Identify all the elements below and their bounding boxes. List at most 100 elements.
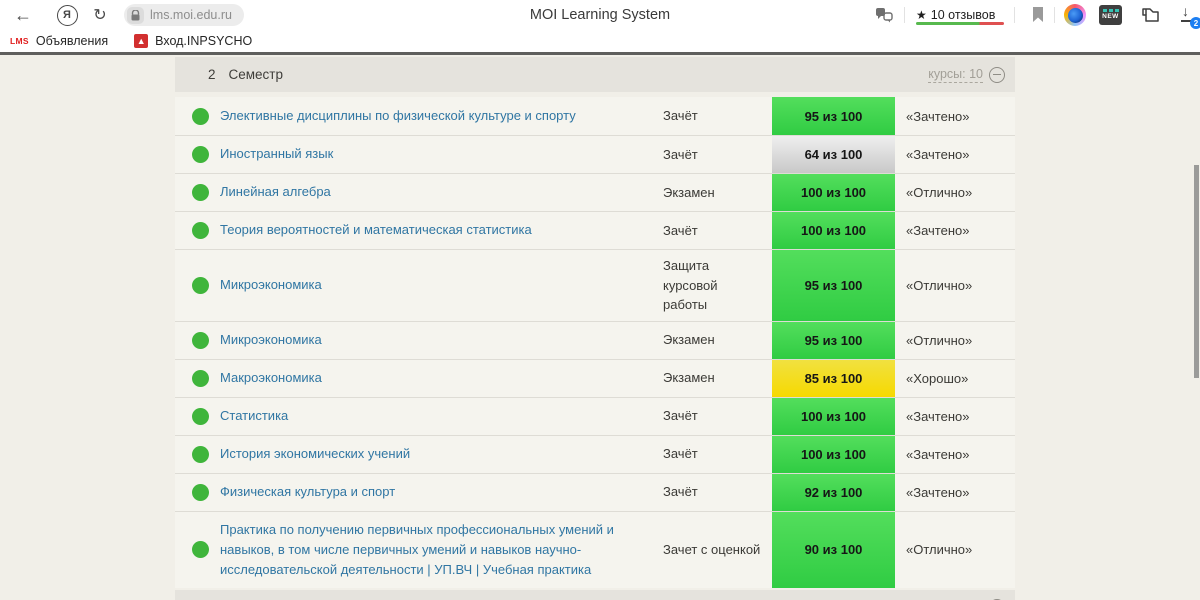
assessment-type: Экзамен bbox=[663, 184, 715, 200]
status-dot bbox=[192, 184, 209, 201]
course-row: Теория вероятностей и математическая ста… bbox=[175, 211, 1015, 249]
grade-text: «Зачтено» bbox=[906, 408, 970, 424]
status-dot bbox=[192, 541, 209, 559]
score-cell: 100 из 100 bbox=[772, 397, 895, 435]
course-row: Микроэкономика Экзамен 95 из 100 «Отличн… bbox=[175, 320, 1015, 359]
grades-table: 2 Семестр курсы: 10 Элективные дисциплин… bbox=[175, 57, 1015, 600]
lock-icon bbox=[127, 6, 144, 24]
address-bar[interactable]: lms.moi.edu.ru bbox=[124, 4, 244, 26]
course-row: Статистика Зачёт 100 из 100 «Зачтено» bbox=[175, 396, 1015, 435]
browser-chrome: ← Я ↻ lms.moi.edu.ru MOI Learning System… bbox=[0, 0, 1200, 52]
semester-header-3: 3 Семестр курсы: 10 bbox=[175, 589, 1015, 600]
status-dot bbox=[192, 331, 209, 349]
course-link[interactable]: Микроэкономика bbox=[220, 277, 322, 293]
course-link[interactable]: Статистика bbox=[220, 407, 289, 423]
refresh-icon: ↻ bbox=[93, 7, 107, 24]
grade-text: «Отлично» bbox=[906, 277, 973, 293]
score-cell: 95 из 100 bbox=[772, 250, 895, 321]
grade-text: «Отлично» bbox=[906, 332, 973, 348]
new-badge-text: NEW bbox=[1102, 13, 1119, 21]
course-link[interactable]: Теория вероятностей и математическая ста… bbox=[220, 222, 532, 238]
refresh-button[interactable]: ↻ bbox=[88, 0, 112, 30]
extension-new-icon[interactable]: NEW bbox=[1099, 5, 1122, 25]
reviews-button[interactable]: ★ 10 отзывов bbox=[916, 0, 995, 30]
course-link[interactable]: Линейная алгебра bbox=[220, 184, 331, 200]
course-row: Линейная алгебра Экзамен 100 из 100 «Отл… bbox=[175, 173, 1015, 211]
assessment-type: Зачёт bbox=[663, 108, 698, 124]
toolbar-divider bbox=[1054, 7, 1055, 23]
course-row: Физическая культура и спорт Зачёт 92 из … bbox=[175, 472, 1015, 511]
score-cell: 64 из 100 bbox=[772, 136, 895, 173]
status-dot bbox=[192, 276, 209, 294]
content-top-border bbox=[0, 52, 1200, 55]
semester-header-2: 2 Семестр курсы: 10 bbox=[175, 57, 1015, 92]
score-cell: 95 из 100 bbox=[772, 321, 895, 359]
url-text: lms.moi.edu.ru bbox=[150, 8, 232, 22]
reviews-rating-bar bbox=[916, 22, 1004, 25]
score-cell: 100 из 100 bbox=[772, 212, 895, 249]
star-icon: ★ bbox=[916, 8, 927, 22]
inpsycho-favicon: ▲ bbox=[134, 34, 149, 48]
score-cell: 100 из 100 bbox=[772, 435, 895, 473]
assessment-type: Зачёт bbox=[663, 222, 698, 238]
status-dot bbox=[192, 222, 209, 239]
course-rows: Элективные дисциплины по физической куль… bbox=[175, 97, 1015, 588]
courses-count-link[interactable]: курсы: 10 bbox=[928, 66, 983, 84]
grade-text: «Зачтено» bbox=[906, 446, 970, 462]
yandex-icon: Я bbox=[56, 4, 78, 26]
extension-browser-icon[interactable] bbox=[1064, 4, 1086, 26]
course-link[interactable]: История экономических учений bbox=[220, 445, 411, 461]
assessment-type: Защита курсовой работы bbox=[663, 258, 718, 312]
page-content: 2 Семестр курсы: 10 Элективные дисциплин… bbox=[0, 55, 1200, 600]
course-link[interactable]: Макроэкономика bbox=[220, 369, 322, 385]
bookmark-icon bbox=[1033, 7, 1043, 22]
back-button[interactable]: ← bbox=[10, 0, 36, 30]
course-link[interactable]: Практика по получению первичных професси… bbox=[220, 521, 614, 577]
grade-text: «Зачтено» bbox=[906, 484, 970, 500]
downloads-button[interactable]: ↓ 2 bbox=[1178, 3, 1200, 29]
back-arrow-icon: ← bbox=[14, 4, 32, 25]
score-cell: 90 из 100 bbox=[772, 511, 895, 588]
assessment-type: Зачёт bbox=[663, 484, 698, 500]
course-link[interactable]: Физическая культура и спорт bbox=[220, 483, 396, 499]
bookmark-flag-button[interactable] bbox=[1027, 0, 1049, 30]
grade-text: «Отлично» bbox=[906, 542, 973, 558]
grade-text: «Зачтено» bbox=[906, 108, 970, 124]
assessment-type: Зачет с оценкой bbox=[663, 541, 761, 557]
browser-toolbar: ← Я ↻ lms.moi.edu.ru MOI Learning System… bbox=[0, 0, 1200, 30]
status-dot bbox=[192, 107, 209, 125]
score-cell: 85 из 100 bbox=[772, 359, 895, 397]
course-row: Микроэкономика Защита курсовой работы 95… bbox=[175, 249, 1015, 321]
protect-icon[interactable] bbox=[872, 0, 896, 30]
toolbar-divider bbox=[904, 7, 905, 23]
course-link[interactable]: Элективные дисциплины по физической куль… bbox=[220, 107, 576, 123]
course-row: Элективные дисциплины по физической куль… bbox=[175, 97, 1015, 135]
score-cell: 95 из 100 bbox=[772, 97, 895, 135]
downloads-badge: 2 bbox=[1190, 17, 1200, 29]
assessment-type: Экзамен bbox=[663, 332, 715, 348]
course-row: Макроэкономика Экзамен 85 из 100 «Хорошо… bbox=[175, 358, 1015, 397]
assessment-type: Экзамен bbox=[663, 370, 715, 386]
scrollbar-thumb[interactable] bbox=[1194, 165, 1199, 378]
tag-icon bbox=[1141, 8, 1159, 22]
course-row: Практика по получению первичных професси… bbox=[175, 510, 1015, 588]
tag-extension-button[interactable] bbox=[1138, 0, 1162, 30]
lms-favicon: LMS bbox=[10, 36, 29, 46]
status-dot bbox=[192, 445, 209, 463]
status-dot bbox=[192, 483, 209, 501]
course-link[interactable]: Иностранный язык bbox=[220, 146, 334, 162]
toolbar-divider bbox=[1014, 7, 1015, 23]
assessment-type: Зачёт bbox=[663, 146, 698, 162]
bookmark-item-announcements[interactable]: LMS Объявления bbox=[10, 34, 109, 48]
download-arrow-icon: ↓ bbox=[1182, 3, 1189, 19]
yandex-button[interactable]: Я bbox=[54, 0, 80, 30]
assessment-type: Зачёт bbox=[663, 446, 698, 462]
grade-text: «Хорошо» bbox=[906, 370, 969, 386]
reviews-label: 10 отзывов bbox=[930, 8, 996, 22]
course-link[interactable]: Микроэкономика bbox=[220, 331, 322, 347]
course-row: Иностранный язык Зачёт 64 из 100 «Зачтен… bbox=[175, 135, 1015, 173]
bookmark-item-inpsycho[interactable]: ▲ Вход.INPSYCHO bbox=[134, 34, 252, 48]
collapse-section-icon[interactable] bbox=[989, 66, 1005, 83]
bookmarks-bar: LMS Объявления ▲ Вход.INPSYCHO bbox=[0, 30, 1200, 52]
grade-text: «Зачтено» bbox=[906, 223, 970, 238]
